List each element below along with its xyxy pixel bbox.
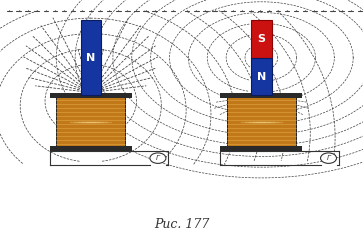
Bar <box>251 20 272 58</box>
Bar <box>56 95 125 149</box>
Text: Г: Г <box>156 155 160 161</box>
Text: Рис. 177: Рис. 177 <box>154 218 209 231</box>
Circle shape <box>150 153 166 163</box>
Text: N: N <box>257 72 266 82</box>
Bar <box>251 58 272 95</box>
Text: N: N <box>86 53 95 63</box>
Text: Г: Г <box>327 155 330 161</box>
Bar <box>220 146 302 151</box>
Bar <box>227 95 296 149</box>
Bar <box>220 93 302 98</box>
Bar <box>50 93 132 98</box>
Text: S: S <box>257 34 265 44</box>
Bar <box>81 20 101 95</box>
Circle shape <box>321 153 337 163</box>
Bar <box>50 146 132 151</box>
